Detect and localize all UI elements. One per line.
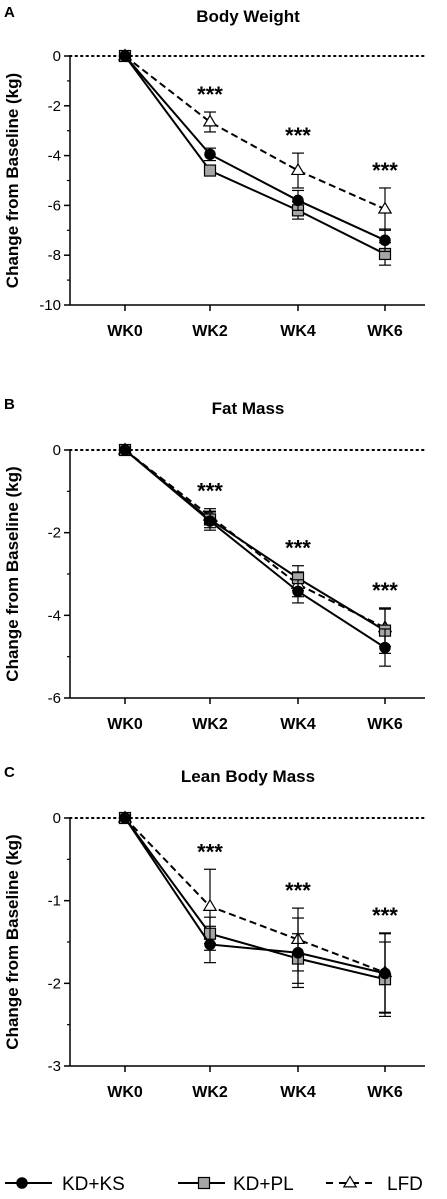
chart-title: Body Weight	[196, 7, 300, 26]
series-line	[124, 817, 386, 974]
data-point-triangle	[202, 898, 218, 911]
legend-item-kd-pl: KD+PL	[178, 1174, 294, 1195]
legend-item-kd-ks: KD+KS	[5, 1174, 125, 1195]
series-lfd	[117, 810, 393, 1013]
series-lfd	[117, 442, 393, 647]
y-axis-label: Change from Baseline (kg)	[3, 73, 22, 288]
x-tick-label: WK4	[280, 716, 316, 733]
data-point-triangle	[377, 201, 393, 214]
y-tick-label: -1	[48, 893, 61, 910]
x-tick-label: WK6	[367, 1084, 403, 1101]
data-point-triangle	[290, 162, 306, 176]
panel-label: C	[4, 764, 15, 781]
significance-label: ***	[372, 158, 398, 183]
significance-label: ***	[372, 578, 398, 603]
panel-label: B	[4, 396, 15, 413]
series-kd-pl	[118, 811, 392, 1018]
chart-title: Fat Mass	[212, 399, 285, 418]
y-tick-label: -2	[48, 98, 61, 115]
series-line	[124, 55, 386, 211]
chart-panel-c: C Lean Body Mass Change from Baseline (kg)…	[3, 764, 426, 1101]
series-line	[124, 449, 386, 632]
data-point-square	[203, 164, 217, 177]
significance-label: ***	[197, 82, 223, 107]
y-tick-label: 0	[53, 48, 61, 65]
y-tick-label: -4	[48, 148, 61, 165]
legend-marker-square	[197, 1176, 211, 1190]
data-point-circle	[119, 50, 131, 62]
series-line	[124, 817, 386, 981]
y-tick-label: -6	[48, 197, 61, 214]
significance-label: ***	[197, 479, 223, 504]
y-tick-label: 0	[53, 810, 61, 827]
y-tick-label: -6	[48, 690, 61, 707]
chart-title: Lean Body Mass	[181, 767, 315, 786]
legend: KD+KS KD+PL LFD	[5, 1174, 423, 1195]
x-tick-label: WK4	[280, 323, 316, 340]
series-kd-ks	[119, 50, 391, 253]
y-tick-label: -10	[39, 297, 61, 314]
series-line	[124, 55, 386, 255]
data-point-triangle	[202, 114, 218, 127]
data-point-circle	[119, 444, 131, 456]
y-tick-label: -2	[48, 975, 61, 992]
series-line	[124, 817, 386, 975]
series-line	[124, 449, 386, 649]
legend-label: KD+KS	[62, 1174, 125, 1195]
series-line	[124, 55, 386, 242]
series-kd-ks	[119, 444, 391, 667]
y-tick-label: -4	[48, 607, 61, 624]
data-point-circle	[379, 967, 391, 980]
data-point-circle	[292, 585, 304, 598]
y-tick-label: 0	[53, 442, 61, 459]
chart-panel-b: B Fat Mass Change from Baseline (kg) 0 -2 -4 -…	[3, 396, 426, 733]
legend-label: KD+PL	[233, 1174, 294, 1195]
legend-label: LFD	[387, 1174, 423, 1195]
y-axis-label: Change from Baseline (kg)	[3, 466, 22, 681]
panel-label: A	[4, 4, 15, 21]
chart-panel-a: A Body Weight Change from Baseline (kg) 0 -2…	[3, 4, 426, 340]
y-axis-label: Change from Baseline (kg)	[3, 834, 22, 1049]
x-tick-label: WK6	[367, 716, 403, 733]
legend-item-lfd: LFD	[326, 1174, 423, 1195]
data-point-circle	[379, 641, 391, 654]
significance-label: ***	[372, 903, 398, 928]
series-kd-pl	[118, 443, 392, 654]
x-tick-label: WK2	[192, 1084, 228, 1101]
data-point-circle	[204, 938, 216, 951]
significance-label: ***	[285, 536, 311, 561]
legend-marker-circle	[16, 1177, 28, 1189]
y-tick-label: -3	[48, 1058, 61, 1075]
data-point-circle	[292, 194, 304, 207]
x-tick-label: WK4	[280, 1084, 316, 1101]
series-kd-ks	[119, 812, 391, 1014]
y-tick-label: -8	[48, 247, 61, 264]
data-point-circle	[204, 515, 216, 527]
data-point-circle	[119, 812, 131, 824]
x-tick-label: WK2	[192, 716, 228, 733]
series-lfd	[117, 48, 393, 231]
x-tick-label: WK0	[107, 323, 143, 340]
data-point-circle	[204, 148, 216, 161]
significance-label: ***	[197, 839, 223, 864]
significance-label: ***	[285, 123, 311, 148]
legend-marker-triangle	[342, 1175, 358, 1188]
x-tick-label: WK0	[107, 716, 143, 733]
significance-label: ***	[285, 878, 311, 903]
x-tick-label: WK6	[367, 323, 403, 340]
data-point-circle	[292, 946, 304, 959]
x-tick-label: WK0	[107, 1084, 143, 1101]
data-point-circle	[379, 234, 391, 247]
series-line	[124, 449, 386, 629]
x-tick-label: WK2	[192, 323, 228, 340]
y-tick-label: -2	[48, 525, 61, 542]
